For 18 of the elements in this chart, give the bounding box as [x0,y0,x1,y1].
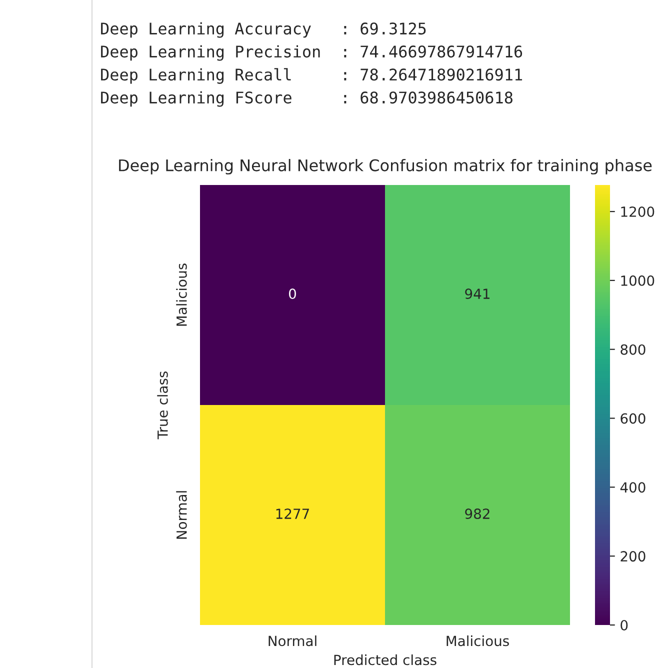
y-axis-title: True class [157,371,168,440]
color-bar-label: 1200 [621,206,654,218]
color-bar-label: 1000 [621,275,654,286]
data-label: 0 [288,288,296,300]
data-label: 941 [465,288,490,300]
text: Deep Learning FScore : 68.9703986450618 [101,91,512,107]
color-bar-label: 800 [620,344,646,355]
text: Deep Learning Precision : 74.46697867914716 [101,45,522,61]
color-bar-label: 0 [620,620,628,630]
text: Deep Learning Recall : 78.26471890216911 [101,68,522,84]
chart-title: Deep Learning Neural Network Confusion matrix for training phase [119,158,652,174]
color-bar-label: 600 [620,413,646,424]
data-label: 982 [465,508,490,520]
x-axis-title: Predicted class [334,654,436,666]
color-bar-label: 200 [620,551,646,562]
data-label: 1277 [276,508,309,519]
color-bar-label: 400 [620,482,646,493]
text: Deep Learning Accuracy : 69.3125 [101,22,426,38]
